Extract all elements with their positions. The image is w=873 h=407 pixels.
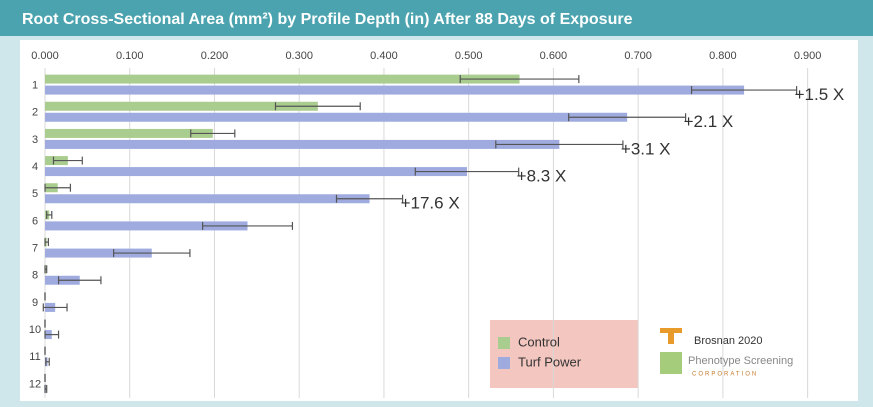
error-bar xyxy=(44,183,72,192)
bar xyxy=(45,101,318,111)
y-tick-label: 10 xyxy=(29,324,41,336)
y-tick-label: 9 xyxy=(32,297,38,309)
bar xyxy=(45,112,628,122)
bar xyxy=(45,85,745,95)
y-tick-label: 5 xyxy=(32,188,38,200)
annotation: +17.6 X xyxy=(401,194,460,213)
logo-credit: Brosnan 2020 xyxy=(694,335,763,347)
error-bar xyxy=(190,129,236,138)
error-bar xyxy=(414,167,520,176)
y-tick-label: 1 xyxy=(32,79,38,91)
bar xyxy=(45,221,248,231)
error-bar xyxy=(52,156,83,165)
error-bar xyxy=(46,210,53,219)
error-bar xyxy=(495,140,624,149)
bar xyxy=(45,74,520,84)
bar xyxy=(45,194,370,204)
error-bar xyxy=(57,276,102,285)
y-tick-label: 8 xyxy=(32,270,38,282)
y-tick-label: 6 xyxy=(32,215,38,227)
y-tick-label: 12 xyxy=(29,378,41,390)
error-bar xyxy=(44,330,60,339)
error-bar xyxy=(45,357,50,366)
plot-area xyxy=(20,40,858,401)
logo-company: Phenotype Screening xyxy=(688,355,793,367)
y-tick-label: 3 xyxy=(32,134,38,146)
error-bar xyxy=(44,265,48,274)
logo-subtitle: CORPORATION xyxy=(692,372,758,378)
x-tick-label: 0.000 xyxy=(31,50,59,62)
bar xyxy=(45,167,467,177)
error-bar xyxy=(568,113,687,122)
error-bar xyxy=(42,303,68,312)
x-tick-label: 0.700 xyxy=(624,50,652,62)
error-bar xyxy=(113,249,191,258)
error-bar xyxy=(44,238,49,247)
error-bar xyxy=(274,102,361,111)
legend-label: Control xyxy=(518,334,560,349)
y-tick-label: 11 xyxy=(29,351,40,363)
error-bar xyxy=(202,221,294,230)
logo-mark xyxy=(660,352,682,374)
legend-swatch xyxy=(498,357,510,369)
error-bar xyxy=(44,384,48,393)
error-bar xyxy=(690,86,798,95)
annotation: +2.1 X xyxy=(684,112,734,131)
title-bar xyxy=(0,0,873,36)
bar xyxy=(45,248,152,258)
y-tick-label: 4 xyxy=(32,161,38,173)
annotation: +8.3 X xyxy=(517,167,567,186)
x-tick-label: 0.900 xyxy=(794,50,822,62)
x-tick-label: 0.400 xyxy=(370,50,398,62)
x-tick-label: 0.800 xyxy=(709,50,737,62)
x-tick-label: 0.300 xyxy=(285,50,313,62)
y-tick-label: 2 xyxy=(32,107,38,119)
legend-swatch xyxy=(498,337,510,349)
legend-label: Turf Power xyxy=(518,354,582,369)
logo: Brosnan 2020 Phenotype Screening CORPORA… xyxy=(660,328,793,378)
annotation: +3.1 X xyxy=(621,139,671,158)
annotation: +1.5 X xyxy=(795,85,845,104)
x-tick-label: 0.200 xyxy=(201,50,229,62)
legend-box xyxy=(490,320,638,388)
x-tick-label: 0.600 xyxy=(540,50,568,62)
x-tick-label: 0.100 xyxy=(116,50,144,62)
logo-mark xyxy=(668,328,674,344)
y-tick-label: 7 xyxy=(32,242,38,254)
error-bar xyxy=(459,75,580,84)
error-bar xyxy=(335,194,404,203)
bar xyxy=(45,139,560,149)
bar xyxy=(45,128,213,138)
x-tick-label: 0.500 xyxy=(455,50,483,62)
chart-title: Root Cross-Sectional Area (mm²) by Profi… xyxy=(22,11,633,28)
